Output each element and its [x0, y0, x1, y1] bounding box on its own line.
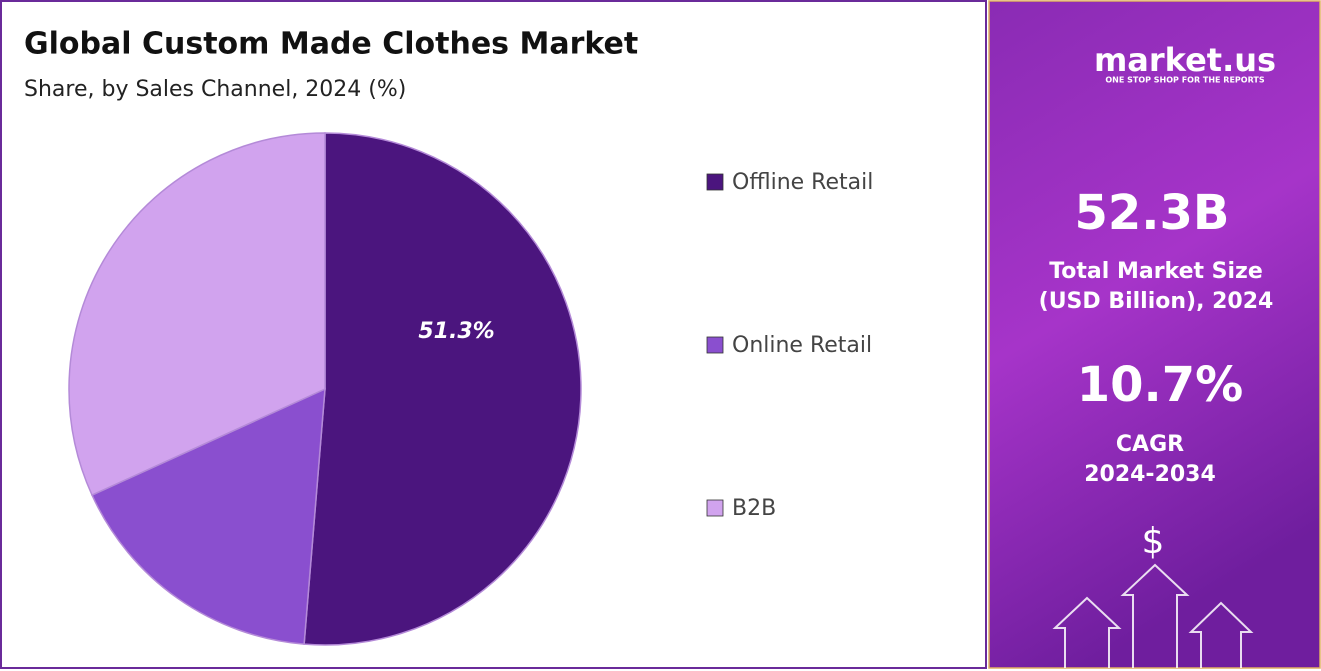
legend-label: Online Retail [732, 333, 872, 358]
tagline: ONE STOP SHOP FOR THE REPORTS [1105, 76, 1264, 85]
legend: Offline Retail Online Retail B2B [706, 170, 873, 521]
market-size-label: (USD Billion), 2024 [1039, 289, 1274, 314]
chart-title: Global Custom Made Clothes Market [24, 27, 638, 62]
brand: market.us [1094, 41, 1276, 79]
cagr: 10.7% [1077, 357, 1244, 413]
side-panel [988, 0, 1321, 669]
chart-subtitle: Share, by Sales Channel, 2024 (%) [24, 77, 406, 102]
data-label: 51.3% [418, 319, 494, 344]
cagr-label: CAGR [1116, 432, 1184, 457]
market-size-label: Total Market Size [1049, 259, 1263, 284]
legend-label: Offline Retail [732, 170, 873, 195]
cagr-label: 2024-2034 [1084, 462, 1216, 487]
legend-label: B2B [732, 496, 776, 521]
pie: 51.3% [68, 132, 582, 646]
legend-swatch [706, 336, 724, 354]
legend-swatch [706, 499, 724, 517]
pie-slice [91, 387, 326, 645]
side-content: market.us ONE STOP SHOP FOR THE REPORTS … [1039, 41, 1276, 562]
pie-slice [303, 132, 582, 646]
pie-slice [68, 132, 326, 497]
legend-swatch [706, 173, 724, 191]
dollar-icon: $ [1142, 521, 1165, 562]
arrows [1052, 563, 1254, 668]
market-size: 52.3B [1074, 185, 1229, 241]
